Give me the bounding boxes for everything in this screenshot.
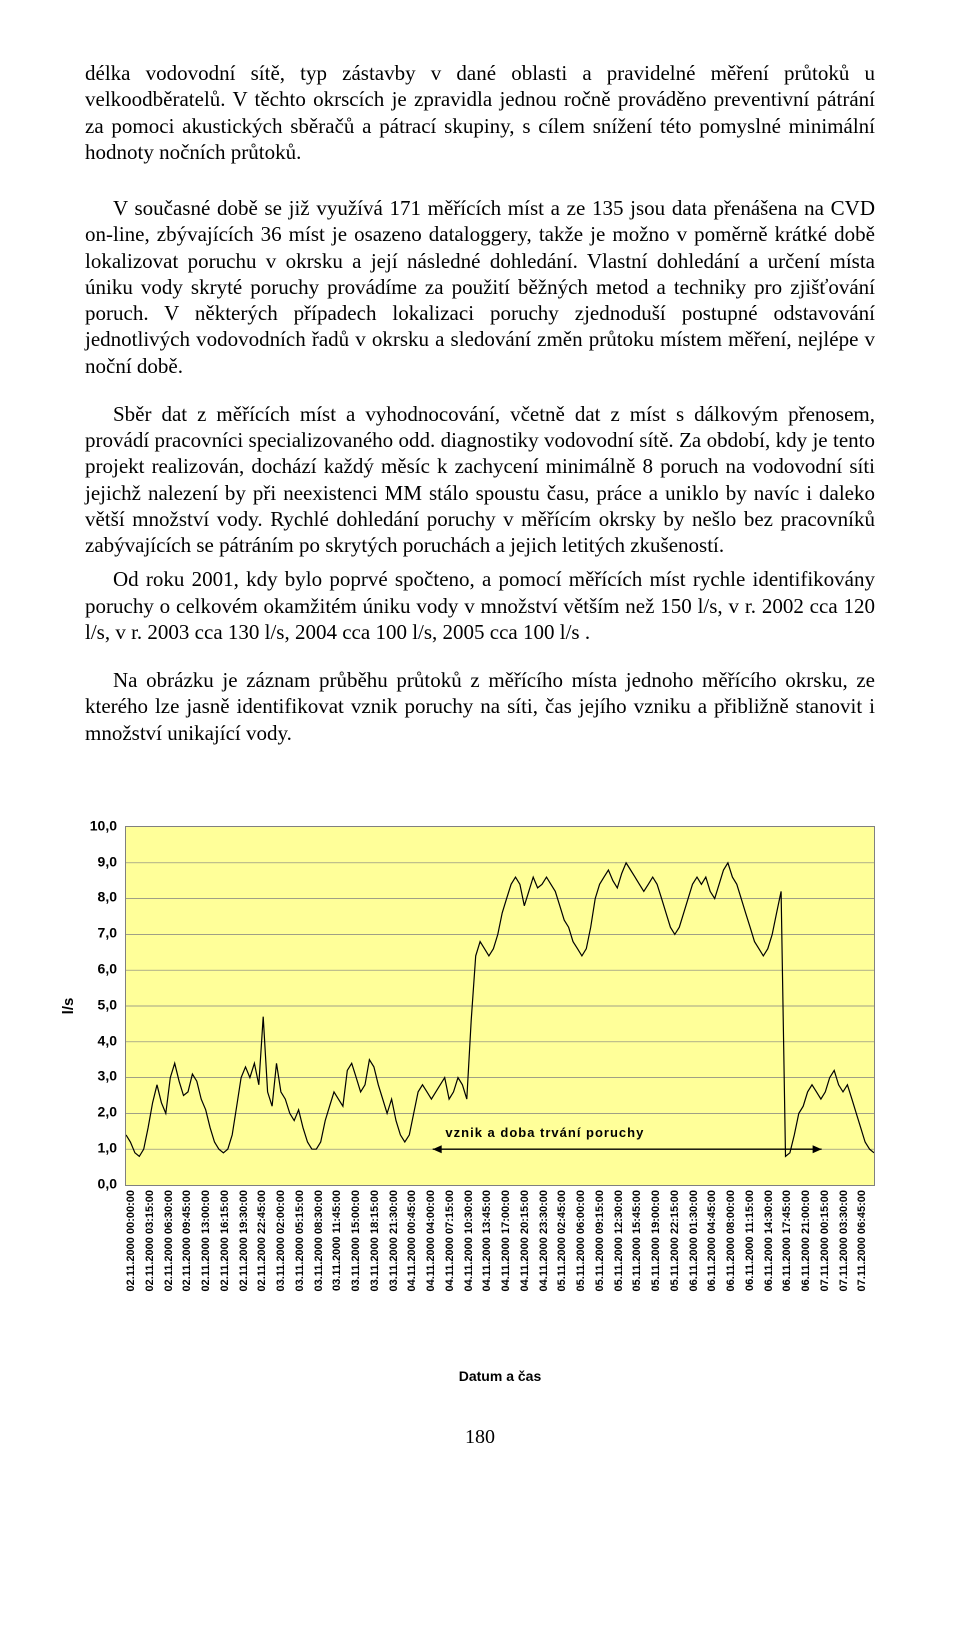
x-tick-label: 04.11.2000 04:00:00 [425, 1190, 444, 1292]
x-tick-label: 04.11.2000 20:15:00 [519, 1190, 538, 1292]
paragraph-2: V současné době se již využívá 171 měříc… [85, 195, 875, 379]
y-tick-label: 7,0 [98, 924, 117, 942]
x-tick-label: 04.11.2000 23:30:00 [538, 1190, 557, 1292]
x-tick-label: 04.11.2000 17:00:00 [500, 1190, 519, 1292]
paragraph-1: délka vodovodní sítě, typ zástavby v dan… [85, 60, 875, 165]
y-axis-label: l/s [60, 997, 79, 1014]
x-tick-label: 05.11.2000 02:45:00 [556, 1190, 575, 1292]
x-tick-label: 04.11.2000 10:30:00 [463, 1190, 482, 1292]
y-tick-label: 10,0 [90, 817, 117, 835]
x-tick-label: 05.11.2000 15:45:00 [631, 1190, 650, 1292]
x-tick-label: 02.11.2000 03:15:00 [144, 1190, 163, 1292]
x-tick-label: 04.11.2000 13:45:00 [481, 1190, 500, 1292]
paragraph-3: Sběr dat z měřících míst a vyhodnocování… [85, 401, 875, 559]
x-tick-label: 03.11.2000 11:45:00 [331, 1190, 350, 1291]
y-tick-label: 5,0 [98, 996, 117, 1014]
x-tick-label: 07.11.2000 00:15:00 [819, 1190, 838, 1292]
y-tick-label: 6,0 [98, 960, 117, 978]
x-tick-label: 05.11.2000 19:00:00 [650, 1190, 669, 1292]
x-tick-label: 06.11.2000 21:00:00 [800, 1190, 819, 1292]
y-ticks: 0,01,02,03,04,05,06,07,08,09,010,0 [85, 826, 121, 1186]
x-tick-label: 02.11.2000 19:30:00 [238, 1190, 257, 1292]
y-tick-label: 3,0 [98, 1068, 117, 1086]
x-tick-label: 03.11.2000 02:00:00 [275, 1190, 294, 1292]
x-tick-label: 05.11.2000 22:15:00 [669, 1190, 688, 1292]
x-tick-label: 06.11.2000 01:30:00 [688, 1190, 707, 1292]
flow-chart: l/s 0,01,02,03,04,05,06,07,08,09,010,0 v… [85, 826, 875, 1386]
x-tick-label: 05.11.2000 12:30:00 [613, 1190, 632, 1292]
x-tick-label: 03.11.2000 08:30:00 [313, 1190, 332, 1292]
x-tick-label: 06.11.2000 17:45:00 [781, 1190, 800, 1292]
y-tick-label: 9,0 [98, 853, 117, 871]
x-tick-label: 02.11.2000 00:00:00 [125, 1190, 144, 1292]
y-tick-label: 4,0 [98, 1032, 117, 1050]
plot-area: vznik a doba trvání poruchy [125, 826, 875, 1186]
paragraph-4: Od roku 2001, kdy bylo poprvé spočteno, … [85, 566, 875, 645]
x-tick-label: 04.11.2000 07:15:00 [444, 1190, 463, 1292]
x-tick-label: 03.11.2000 21:30:00 [388, 1190, 407, 1292]
x-tick-label: 06.11.2000 14:30:00 [763, 1190, 782, 1292]
x-tick-label: 03.11.2000 05:15:00 [294, 1190, 313, 1292]
chart-annotation: vznik a doba trvání poruchy [445, 1125, 644, 1141]
x-tick-label: 07.11.2000 06:45:00 [856, 1190, 875, 1292]
x-tick-label: 03.11.2000 15:00:00 [350, 1190, 369, 1292]
x-tick-label: 04.11.2000 00:45:00 [406, 1190, 425, 1292]
x-tick-label: 06.11.2000 04:45:00 [706, 1190, 725, 1292]
y-tick-label: 1,0 [98, 1139, 117, 1157]
y-tick-label: 2,0 [98, 1103, 117, 1121]
page-number: 180 [85, 1425, 875, 1450]
x-tick-label: 06.11.2000 11:15:00 [744, 1190, 763, 1291]
x-tick-label: 03.11.2000 18:15:00 [369, 1190, 388, 1292]
x-tick-label: 06.11.2000 08:00:00 [725, 1190, 744, 1292]
x-tick-label: 07.11.2000 03:30:00 [838, 1190, 857, 1292]
x-tick-label: 02.11.2000 16:15:00 [219, 1190, 238, 1292]
x-tick-label: 02.11.2000 13:00:00 [200, 1190, 219, 1292]
x-tick-label: 02.11.2000 06:30:00 [163, 1190, 182, 1292]
x-tick-label: 05.11.2000 06:00:00 [575, 1190, 594, 1292]
x-tick-label: 05.11.2000 09:15:00 [594, 1190, 613, 1292]
x-ticks: 02.11.2000 00:00:0002.11.2000 03:15:0002… [125, 1186, 875, 1366]
x-tick-label: 02.11.2000 09:45:00 [181, 1190, 200, 1292]
paragraph-5: Na obrázku je záznam průběhu průtoků z m… [85, 667, 875, 746]
y-tick-label: 8,0 [98, 889, 117, 907]
x-tick-label: 02.11.2000 22:45:00 [256, 1190, 275, 1292]
x-axis-label: Datum a čas [125, 1368, 875, 1386]
y-tick-label: 0,0 [98, 1175, 117, 1193]
